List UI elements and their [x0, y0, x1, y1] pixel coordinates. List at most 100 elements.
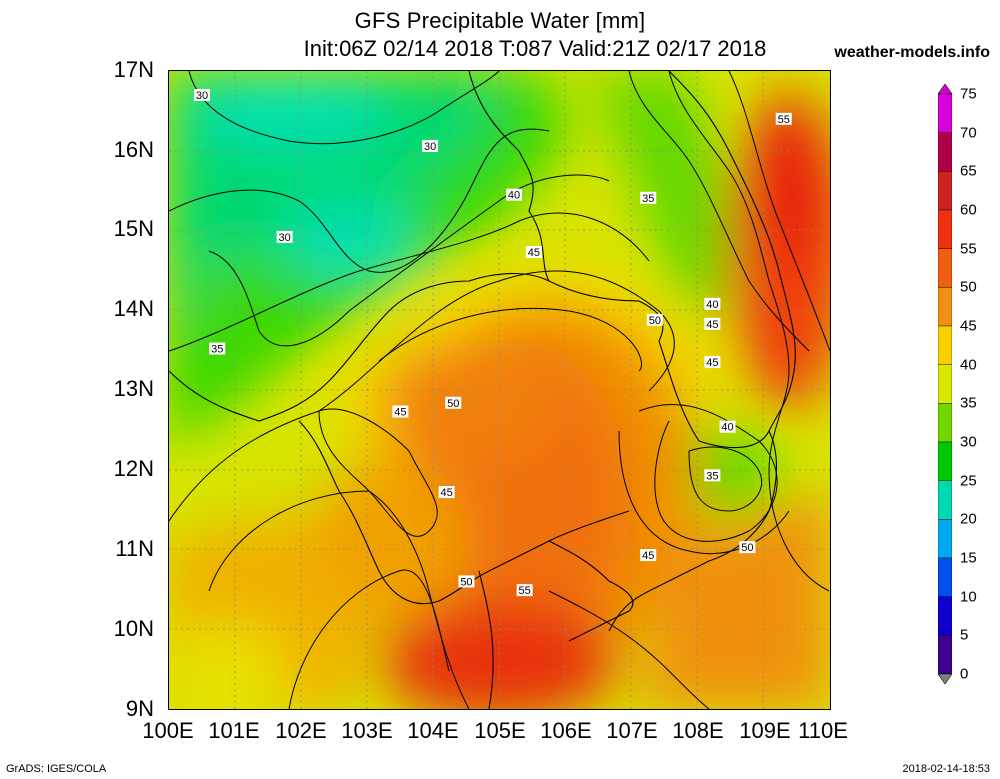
- contour-label: 50: [739, 541, 756, 554]
- lat-label: 9N: [125, 696, 154, 721]
- lon-label: 108E: [672, 718, 724, 743]
- svg-text:35: 35: [642, 193, 654, 205]
- lon-label: 107E: [606, 718, 658, 743]
- colorbar-swatch: [938, 596, 952, 636]
- map-title: GFS Precipitable Water [mm]: [354, 8, 646, 33]
- precipitable-water-field: 30 30 30 35 35 40 40 40 35 45 45 45 45 45 45 50 50 50 50 55…: [169, 71, 830, 709]
- valid-time: Init:06Z 02/14 2018 T:087 Valid:21Z 02/1…: [303, 36, 767, 61]
- contour-label: 45: [704, 317, 721, 331]
- lon-label: 102E: [275, 718, 327, 743]
- svg-text:50: 50: [649, 315, 661, 327]
- colorbar-swatch: [938, 557, 952, 597]
- lon-label: 103E: [341, 718, 393, 743]
- colorbar-swatch: [938, 132, 952, 172]
- colorbar-label: 35: [960, 394, 977, 412]
- contour-label: 50: [458, 575, 475, 588]
- colorbar-swatch: [938, 519, 952, 559]
- contour-label: 30: [422, 139, 439, 153]
- colorbar-min-triangle: [938, 673, 952, 684]
- contour-label: 45: [525, 246, 542, 259]
- contour-label: 40: [506, 188, 523, 202]
- colorbar-swatch: [938, 287, 952, 327]
- lon-label: 104E: [407, 718, 459, 743]
- colorbar: [938, 84, 952, 684]
- svg-text:45: 45: [706, 357, 718, 369]
- lon-label: 110E: [798, 718, 848, 743]
- colorbar-label: 0: [960, 665, 969, 683]
- contour-label: 55: [516, 584, 533, 597]
- contour-label: 55: [775, 112, 792, 126]
- contour-label: 45: [438, 486, 455, 499]
- contour-label-layer: 30 30 30 35 35 40 40 40 35 45 45 45 45 45 45 50 50 50 50 55…: [194, 88, 792, 597]
- site-name: weather-models.info: [834, 44, 990, 61]
- colorbar-swatch: [938, 325, 952, 365]
- svg-text:30: 30: [196, 90, 208, 102]
- contour-label: 35: [209, 342, 226, 356]
- lat-label: 12N: [113, 456, 154, 481]
- lat-label: 16N: [113, 137, 154, 162]
- contour-label: 45: [704, 356, 721, 369]
- contour-label: 30: [194, 88, 211, 102]
- map-subtitle: Init:06Z 02/14 2018 T:087 Valid:21Z 02/1…: [0, 36, 1000, 62]
- contour-label: 40: [719, 420, 736, 434]
- lon-label: 106E: [540, 718, 592, 743]
- svg-text:50: 50: [741, 542, 753, 554]
- contour-label: 45: [392, 405, 409, 419]
- svg-text:55: 55: [518, 585, 530, 597]
- colorbar-label: 50: [960, 278, 977, 296]
- svg-text:45: 45: [440, 487, 452, 499]
- map-panel: 30 30 30 35 35 40 40 40 35 45 45 45 45 45 45 50 50 50 50 55…: [168, 70, 831, 710]
- colorbar-swatch: [938, 480, 952, 520]
- lon-label: 105E: [474, 718, 526, 743]
- colorbar-max-triangle: [938, 84, 952, 95]
- colorbar-label: 55: [960, 240, 977, 258]
- svg-text:40: 40: [706, 299, 718, 311]
- colorbar-label: 45: [960, 317, 977, 335]
- colorbar-label: 15: [960, 549, 977, 567]
- colorbar-label: 10: [960, 588, 977, 606]
- colorbar-label: 25: [960, 472, 977, 490]
- colorbar-label: 65: [960, 162, 977, 180]
- svg-text:40: 40: [721, 422, 733, 434]
- colorbar-swatch: [938, 403, 952, 443]
- color-fill: [169, 71, 830, 709]
- colorbar-label: 40: [960, 356, 977, 374]
- contour-label: 50: [646, 313, 663, 327]
- lat-label: 15N: [113, 216, 154, 241]
- svg-text:35: 35: [211, 344, 223, 356]
- svg-text:45: 45: [394, 407, 406, 419]
- svg-text:30: 30: [279, 232, 291, 244]
- contour-lines: [169, 71, 830, 709]
- colorbar-label: 75: [960, 85, 977, 103]
- lat-label: 13N: [113, 376, 154, 401]
- colorbar-swatch: [938, 209, 952, 249]
- colorbar-label: 70: [960, 124, 977, 142]
- lat-label: 11N: [115, 536, 154, 561]
- colorbar-label: 30: [960, 433, 977, 451]
- lat-label: 14N: [113, 296, 154, 321]
- lon-label: 109E: [739, 718, 791, 743]
- svg-text:45: 45: [642, 550, 654, 562]
- lat-label: 17N: [113, 57, 154, 82]
- contour-label: 50: [445, 396, 462, 410]
- svg-text:50: 50: [447, 398, 459, 410]
- colorbar-swatch: [938, 441, 952, 481]
- lat-label: 10N: [113, 616, 154, 641]
- grads-credit: GrADS: IGES/COLA: [6, 763, 107, 775]
- svg-text:45: 45: [528, 247, 540, 259]
- svg-text:40: 40: [508, 190, 520, 202]
- colorbar-swatch: [938, 171, 952, 211]
- colorbar-swatch: [938, 635, 952, 675]
- contour-label: 30: [276, 230, 293, 244]
- colorbar-label: 60: [960, 201, 977, 219]
- lon-label: 101E: [208, 718, 260, 743]
- contour-label: 40: [704, 297, 721, 311]
- coastlines-borders: [169, 71, 796, 709]
- contour-label: 35: [640, 191, 657, 205]
- generated-timestamp: 2018-02-14-18:53: [902, 763, 990, 775]
- svg-text:50: 50: [460, 576, 472, 588]
- svg-text:45: 45: [706, 319, 718, 331]
- svg-text:55: 55: [778, 114, 790, 126]
- contour-label: 45: [640, 549, 657, 562]
- svg-text:30: 30: [424, 141, 436, 153]
